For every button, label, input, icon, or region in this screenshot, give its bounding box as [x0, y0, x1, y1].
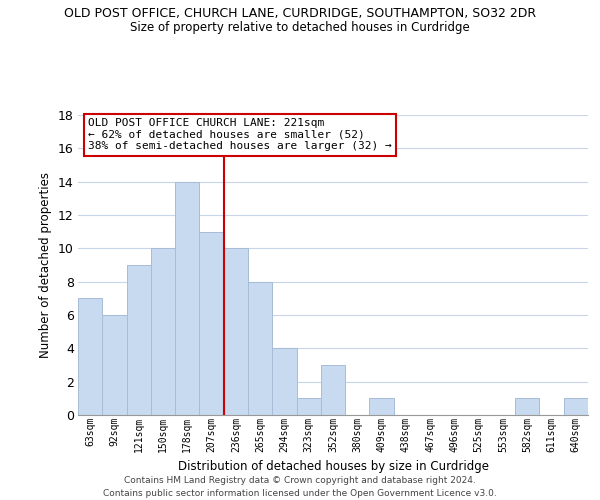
Bar — [272, 348, 296, 415]
Bar — [321, 365, 345, 415]
Bar — [102, 315, 127, 415]
Y-axis label: Number of detached properties: Number of detached properties — [40, 172, 52, 358]
Bar — [296, 398, 321, 415]
Bar — [370, 398, 394, 415]
Text: Size of property relative to detached houses in Curdridge: Size of property relative to detached ho… — [130, 21, 470, 34]
Bar — [127, 265, 151, 415]
Text: Contains HM Land Registry data © Crown copyright and database right 2024.
Contai: Contains HM Land Registry data © Crown c… — [103, 476, 497, 498]
Bar — [224, 248, 248, 415]
Bar — [175, 182, 199, 415]
Bar — [248, 282, 272, 415]
Bar — [78, 298, 102, 415]
Bar — [151, 248, 175, 415]
Bar — [199, 232, 224, 415]
Text: OLD POST OFFICE CHURCH LANE: 221sqm
← 62% of detached houses are smaller (52)
38: OLD POST OFFICE CHURCH LANE: 221sqm ← 62… — [88, 118, 392, 151]
Bar — [515, 398, 539, 415]
X-axis label: Distribution of detached houses by size in Curdridge: Distribution of detached houses by size … — [178, 460, 488, 473]
Bar — [564, 398, 588, 415]
Text: OLD POST OFFICE, CHURCH LANE, CURDRIDGE, SOUTHAMPTON, SO32 2DR: OLD POST OFFICE, CHURCH LANE, CURDRIDGE,… — [64, 8, 536, 20]
